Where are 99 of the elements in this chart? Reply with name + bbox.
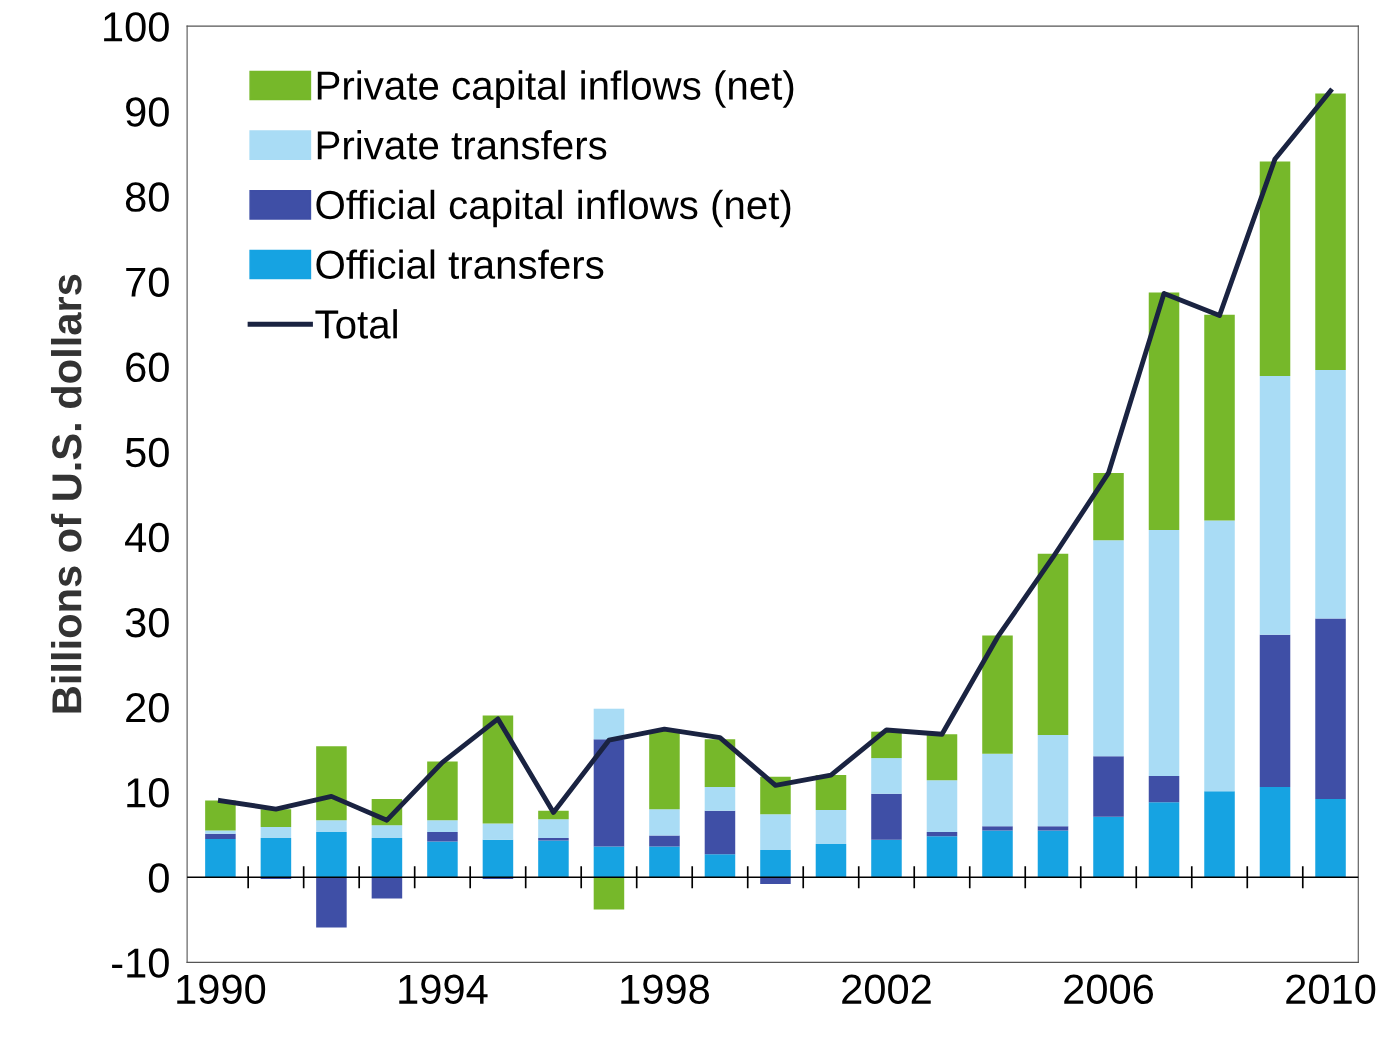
bar [1259, 161, 1291, 376]
y-tick-label: 60 [126, 352, 169, 383]
bar [704, 810, 736, 855]
bar [1148, 292, 1180, 530]
bar [1037, 826, 1069, 831]
bar [1037, 553, 1069, 736]
bar [593, 708, 625, 740]
bar [1093, 816, 1124, 878]
y-tick-label: -10 [112, 948, 169, 978]
bar [482, 823, 514, 840]
bar [593, 877, 625, 910]
bar [1315, 798, 1346, 878]
bar [649, 846, 680, 878]
y-tick-label: 10 [127, 778, 169, 808]
bar [926, 832, 958, 837]
bar [205, 830, 236, 834]
legend-label: Total [315, 309, 397, 339]
bar [593, 739, 625, 847]
bar [1148, 529, 1180, 776]
bar [1259, 787, 1291, 878]
bar [205, 800, 236, 831]
bar [1315, 93, 1346, 370]
bar [982, 826, 1013, 831]
legend-label: Official transfers [316, 249, 604, 280]
y-tick-label: 50 [125, 437, 169, 468]
bar [1093, 540, 1124, 757]
bar [1315, 369, 1346, 619]
bar [482, 715, 514, 824]
bar [371, 838, 403, 878]
bar [205, 838, 236, 878]
bar [1204, 791, 1235, 878]
bar [926, 780, 958, 833]
legend-label: Private transfers [317, 130, 607, 160]
bar [427, 832, 458, 842]
bar [1148, 775, 1180, 803]
bar [926, 734, 958, 781]
y-tick-label: 30 [125, 607, 169, 638]
bar [260, 809, 292, 827]
bar [1037, 735, 1069, 827]
bar [1093, 756, 1124, 817]
bar [1148, 802, 1180, 878]
x-tick-label: 1994 [399, 974, 488, 1005]
bar [1204, 520, 1235, 792]
y-tick-label: 80 [125, 182, 169, 212]
x-tick-label: 2006 [1064, 974, 1154, 1005]
bar [982, 830, 1013, 878]
bar [760, 849, 791, 878]
bar [371, 825, 403, 839]
x-tick-label: 2010 [1286, 974, 1376, 1005]
bar [649, 729, 680, 810]
bar [1204, 314, 1235, 521]
bar [871, 793, 902, 840]
bar [982, 635, 1013, 754]
bar [704, 854, 736, 878]
y-tick-label: 100 [104, 12, 169, 42]
bar [593, 846, 625, 878]
bar [316, 820, 347, 833]
bar [427, 820, 458, 833]
bar [260, 838, 292, 878]
bar [815, 775, 847, 810]
bar [760, 814, 791, 850]
bar [538, 838, 569, 841]
bar [704, 787, 736, 811]
y-tick-label: 0 [148, 863, 169, 893]
bar [1093, 472, 1124, 541]
bar [1259, 375, 1291, 635]
bar [316, 746, 347, 821]
y-tick-label: 90 [126, 97, 169, 127]
bar [649, 835, 680, 847]
x-tick-label: 2002 [842, 974, 931, 1005]
bar [427, 761, 458, 821]
bar [316, 877, 347, 928]
y-tick-label: 40 [125, 522, 169, 553]
bar [982, 753, 1013, 827]
bar [815, 809, 847, 845]
bar [482, 839, 514, 878]
bar [649, 809, 680, 836]
bar [538, 819, 569, 839]
bar [926, 836, 958, 878]
bar [704, 739, 736, 787]
bar [1259, 634, 1291, 787]
y-axis-title: Billions of U.S. dollars [50, 274, 82, 713]
bar [260, 827, 292, 839]
y-tick-label: 20 [126, 693, 169, 723]
y-tick-label: 70 [126, 267, 169, 297]
bar [871, 839, 902, 878]
bar [371, 877, 403, 899]
legend-label: Private capital inflows (net) [317, 70, 794, 108]
x-tick-label: 1990 [177, 974, 266, 1005]
bar [871, 758, 902, 794]
x-tick-label: 1998 [621, 974, 709, 1005]
legend-label: Official capital inflows (net) [316, 189, 791, 228]
bar [1315, 618, 1346, 799]
bar [815, 844, 847, 878]
bar [205, 833, 236, 839]
bar [316, 832, 347, 878]
bar [1037, 830, 1069, 878]
bar [427, 841, 458, 878]
bar [538, 840, 569, 878]
